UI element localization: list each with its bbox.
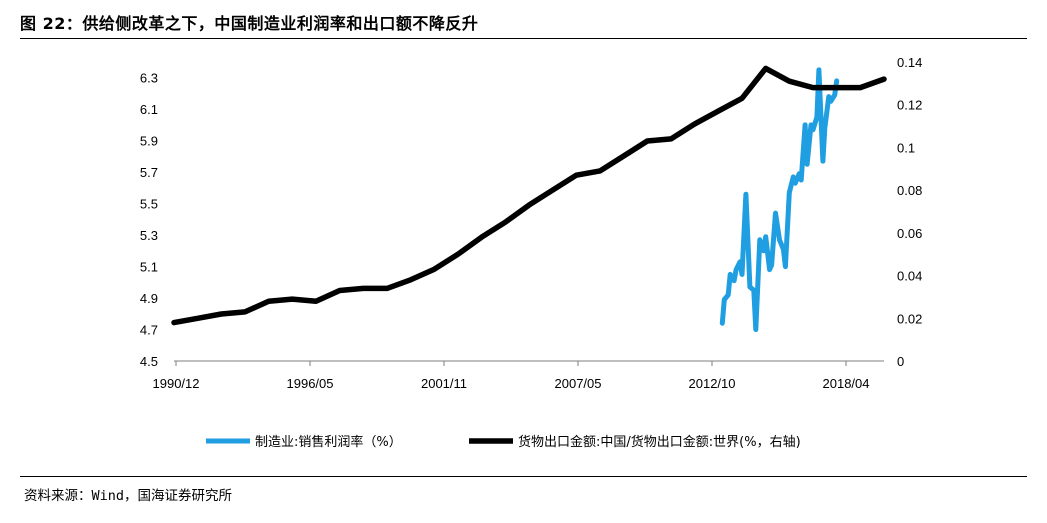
- y-right-tick-label: 0.02: [897, 311, 922, 326]
- y-left-tick-label: 6.3: [140, 71, 158, 86]
- source-note: 资料来源：Wind，国海证券研究所: [24, 488, 233, 504]
- legend-label-profit-margin: 制造业:销售利润率（%）: [255, 434, 402, 450]
- footer-divider: [20, 476, 1027, 477]
- x-tick-label: 2012/10: [689, 376, 736, 391]
- x-tick-label: 2007/05: [555, 376, 602, 391]
- x-tick-label: 1990/12: [153, 376, 200, 391]
- y-left-tick-label: 4.7: [140, 323, 158, 338]
- figure-title: 图 22：供给侧改革之下，中国制造业利润率和出口额不降反升: [20, 14, 479, 33]
- y-left-tick-label: 5.5: [140, 197, 158, 212]
- y-left-tick-label: 4.5: [140, 354, 158, 369]
- legend-label-export-share: 货物出口金额:中国/货物出口金额:世界(%，右轴): [518, 434, 801, 450]
- x-tick-label: 2018/04: [823, 376, 870, 391]
- series-line-profit-margin: [719, 67, 840, 332]
- y-right-tick-label: 0.12: [897, 98, 922, 113]
- y-right-tick-label: 0: [897, 354, 904, 369]
- y-left-tick-label: 5.9: [140, 134, 158, 149]
- y-right-tick-label: 0.1: [897, 140, 915, 155]
- y-right-tick-label: 0.14: [897, 55, 922, 70]
- series-line-export-share: [171, 65, 887, 326]
- y-right-tick-label: 0.06: [897, 226, 922, 241]
- y-right-tick-label: 0.04: [897, 269, 922, 284]
- chart-container: 1990/12 1996/05 2001/11 2007/05 2012/10 2018/…: [0, 40, 1047, 470]
- line-chart: 1990/12 1996/05 2001/11 2007/05 2012/10 2018/…: [140, 55, 922, 450]
- x-tick-label: 1996/05: [287, 376, 334, 391]
- y-left-tick-label: 5.3: [140, 228, 158, 243]
- title-bar: 图 22：供给侧改革之下，中国制造业利润率和出口额不降反升: [20, 9, 1027, 39]
- y-left-tick-label: 5.1: [140, 260, 158, 275]
- y-right-tick-label: 0.08: [897, 183, 922, 198]
- y-left-tick-label: 6.1: [140, 102, 158, 117]
- y-left-tick-label: 5.7: [140, 165, 158, 180]
- x-tick-label: 2001/11: [421, 376, 467, 391]
- y-left-tick-label: 4.9: [140, 291, 158, 306]
